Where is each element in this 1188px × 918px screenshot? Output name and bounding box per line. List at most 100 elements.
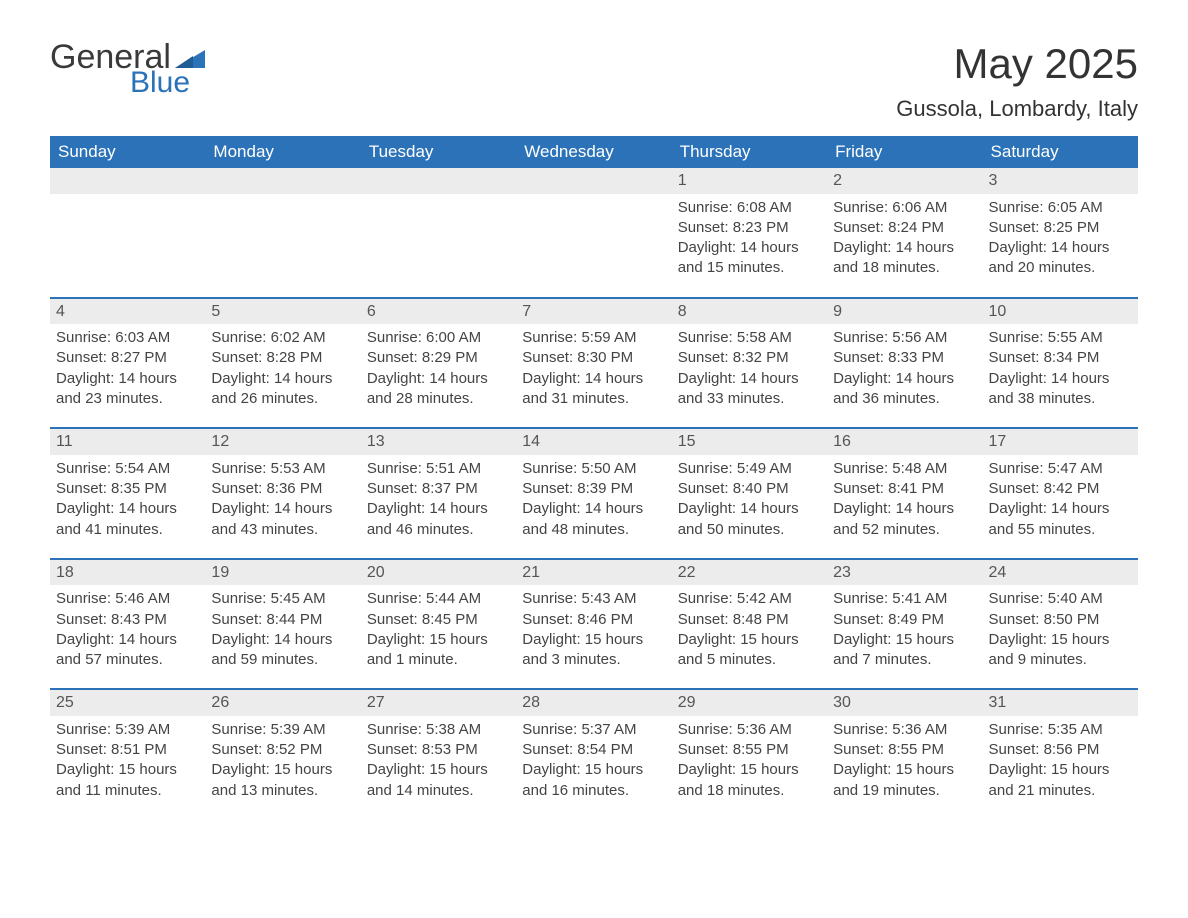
day-number-bar — [361, 168, 516, 194]
sunrise-text: Sunrise: 5:39 AM — [56, 720, 199, 740]
day-body: Sunrise: 5:55 AMSunset: 8:34 PMDaylight:… — [989, 328, 1132, 409]
sunrise-text: Sunrise: 5:48 AM — [833, 459, 976, 479]
day-number-bar: 24 — [983, 560, 1138, 586]
calendar-day-cell: 14Sunrise: 5:50 AMSunset: 8:39 PMDayligh… — [516, 428, 671, 559]
day-body: Sunrise: 5:36 AMSunset: 8:55 PMDaylight:… — [678, 720, 821, 801]
weekday-header: Wednesday — [516, 136, 671, 168]
calendar-day-cell: 16Sunrise: 5:48 AMSunset: 8:41 PMDayligh… — [827, 428, 982, 559]
daylight-text: Daylight: 14 hours and 36 minutes. — [833, 369, 976, 410]
sunrise-text: Sunrise: 5:40 AM — [989, 589, 1132, 609]
weekday-header-row: Sunday Monday Tuesday Wednesday Thursday… — [50, 136, 1138, 168]
calendar-day-cell: 9Sunrise: 5:56 AMSunset: 8:33 PMDaylight… — [827, 298, 982, 429]
sunrise-text: Sunrise: 5:39 AM — [211, 720, 354, 740]
day-body: Sunrise: 5:59 AMSunset: 8:30 PMDaylight:… — [522, 328, 665, 409]
daylight-text: Daylight: 15 hours and 7 minutes. — [833, 630, 976, 671]
calendar-day-cell: 4Sunrise: 6:03 AMSunset: 8:27 PMDaylight… — [50, 298, 205, 429]
calendar-day-cell — [205, 168, 360, 298]
sunrise-text: Sunrise: 5:38 AM — [367, 720, 510, 740]
daylight-text: Daylight: 14 hours and 20 minutes. — [989, 238, 1132, 279]
day-body: Sunrise: 6:05 AMSunset: 8:25 PMDaylight:… — [989, 198, 1132, 279]
sunset-text: Sunset: 8:23 PM — [678, 218, 821, 238]
brand-logo: General Blue — [50, 40, 205, 98]
daylight-text: Daylight: 15 hours and 11 minutes. — [56, 760, 199, 801]
sunrise-text: Sunrise: 5:45 AM — [211, 589, 354, 609]
sunrise-text: Sunrise: 5:46 AM — [56, 589, 199, 609]
sunrise-text: Sunrise: 5:50 AM — [522, 459, 665, 479]
day-number-bar: 18 — [50, 560, 205, 586]
daylight-text: Daylight: 14 hours and 50 minutes. — [678, 499, 821, 540]
sunrise-text: Sunrise: 5:58 AM — [678, 328, 821, 348]
sunset-text: Sunset: 8:25 PM — [989, 218, 1132, 238]
day-body: Sunrise: 6:02 AMSunset: 8:28 PMDaylight:… — [211, 328, 354, 409]
sunset-text: Sunset: 8:24 PM — [833, 218, 976, 238]
sunrise-text: Sunrise: 6:02 AM — [211, 328, 354, 348]
calendar-day-cell: 3Sunrise: 6:05 AMSunset: 8:25 PMDaylight… — [983, 168, 1138, 298]
calendar-day-cell: 21Sunrise: 5:43 AMSunset: 8:46 PMDayligh… — [516, 559, 671, 690]
calendar-day-cell: 8Sunrise: 5:58 AMSunset: 8:32 PMDaylight… — [672, 298, 827, 429]
daylight-text: Daylight: 14 hours and 41 minutes. — [56, 499, 199, 540]
weekday-header: Friday — [827, 136, 982, 168]
day-number-bar: 19 — [205, 560, 360, 586]
daylight-text: Daylight: 15 hours and 3 minutes. — [522, 630, 665, 671]
daylight-text: Daylight: 14 hours and 23 minutes. — [56, 369, 199, 410]
day-number-bar: 23 — [827, 560, 982, 586]
sunset-text: Sunset: 8:35 PM — [56, 479, 199, 499]
day-body: Sunrise: 5:49 AMSunset: 8:40 PMDaylight:… — [678, 459, 821, 540]
day-body: Sunrise: 5:54 AMSunset: 8:35 PMDaylight:… — [56, 459, 199, 540]
calendar-day-cell: 2Sunrise: 6:06 AMSunset: 8:24 PMDaylight… — [827, 168, 982, 298]
sunset-text: Sunset: 8:49 PM — [833, 610, 976, 630]
calendar-day-cell: 7 Sunrise: 5:59 AMSunset: 8:30 PMDaylight… — [516, 298, 671, 429]
sunrise-text: Sunrise: 5:55 AM — [989, 328, 1132, 348]
sunset-text: Sunset: 8:30 PM — [522, 348, 665, 368]
day-number-bar: 9 — [827, 299, 982, 325]
day-number-bar — [205, 168, 360, 194]
daylight-text: Daylight: 15 hours and 14 minutes. — [367, 760, 510, 801]
daylight-text: Daylight: 14 hours and 31 minutes. — [522, 369, 665, 410]
page-header: General Blue May 2025 Gussola, Lombardy,… — [50, 40, 1138, 128]
sunrise-text: Sunrise: 6:06 AM — [833, 198, 976, 218]
day-body: Sunrise: 5:39 AMSunset: 8:52 PMDaylight:… — [211, 720, 354, 801]
calendar-day-cell: 28Sunrise: 5:37 AMSunset: 8:54 PMDayligh… — [516, 689, 671, 819]
day-number-bar: 30 — [827, 690, 982, 716]
daylight-text: Daylight: 14 hours and 15 minutes. — [678, 238, 821, 279]
day-body: Sunrise: 6:06 AMSunset: 8:24 PMDaylight:… — [833, 198, 976, 279]
calendar-day-cell: 1Sunrise: 6:08 AMSunset: 8:23 PMDaylight… — [672, 168, 827, 298]
month-title: May 2025 — [896, 40, 1138, 88]
weekday-header: Saturday — [983, 136, 1138, 168]
day-body: Sunrise: 5:48 AMSunset: 8:41 PMDaylight:… — [833, 459, 976, 540]
daylight-text: Daylight: 15 hours and 5 minutes. — [678, 630, 821, 671]
sunrise-text: Sunrise: 5:36 AM — [833, 720, 976, 740]
day-body: Sunrise: 5:38 AMSunset: 8:53 PMDaylight:… — [367, 720, 510, 801]
day-body: Sunrise: 5:58 AMSunset: 8:32 PMDaylight:… — [678, 328, 821, 409]
calendar-day-cell — [361, 168, 516, 298]
sunset-text: Sunset: 8:52 PM — [211, 740, 354, 760]
sunset-text: Sunset: 8:41 PM — [833, 479, 976, 499]
sunrise-text: Sunrise: 5:47 AM — [989, 459, 1132, 479]
calendar-day-cell: 22 Sunrise: 5:42 AMSunset: 8:48 PMDayligh… — [672, 559, 827, 690]
sunset-text: Sunset: 8:32 PM — [678, 348, 821, 368]
sunrise-text: Sunrise: 5:49 AM — [678, 459, 821, 479]
day-number-bar: 7 — [516, 299, 671, 325]
day-body: Sunrise: 5:42 AMSunset: 8:48 PMDaylight:… — [678, 589, 821, 670]
daylight-text: Daylight: 14 hours and 57 minutes. — [56, 630, 199, 671]
calendar-day-cell: 24Sunrise: 5:40 AMSunset: 8:50 PMDayligh… — [983, 559, 1138, 690]
day-number-bar: 14 — [516, 429, 671, 455]
calendar-week-row: 1Sunrise: 6:08 AMSunset: 8:23 PMDaylight… — [50, 168, 1138, 298]
calendar-day-cell: 27Sunrise: 5:38 AMSunset: 8:53 PMDayligh… — [361, 689, 516, 819]
sunset-text: Sunset: 8:36 PM — [211, 479, 354, 499]
sunset-text: Sunset: 8:46 PM — [522, 610, 665, 630]
day-body: Sunrise: 5:36 AMSunset: 8:55 PMDaylight:… — [833, 720, 976, 801]
sunrise-text: Sunrise: 5:42 AM — [678, 589, 821, 609]
sunset-text: Sunset: 8:51 PM — [56, 740, 199, 760]
daylight-text: Daylight: 14 hours and 26 minutes. — [211, 369, 354, 410]
sunrise-text: Sunrise: 5:35 AM — [989, 720, 1132, 740]
day-number-bar: 22 — [672, 560, 827, 586]
daylight-text: Daylight: 15 hours and 18 minutes. — [678, 760, 821, 801]
day-number-bar: 20 — [361, 560, 516, 586]
calendar-day-cell: 30 Sunrise: 5:36 AMSunset: 8:55 PMDayligh… — [827, 689, 982, 819]
sunset-text: Sunset: 8:43 PM — [56, 610, 199, 630]
daylight-text: Daylight: 15 hours and 13 minutes. — [211, 760, 354, 801]
day-number-bar: 31 — [983, 690, 1138, 716]
weekday-header: Monday — [205, 136, 360, 168]
daylight-text: Daylight: 14 hours and 18 minutes. — [833, 238, 976, 279]
